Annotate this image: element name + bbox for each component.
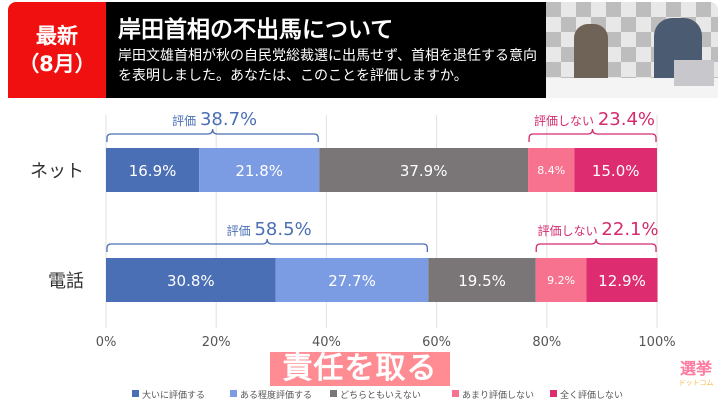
bracket (106, 128, 319, 142)
x-tick-label: 0% (96, 335, 117, 350)
legend-swatch (550, 390, 557, 397)
bar-value-label: 37.9% (400, 162, 448, 180)
legend-label: どちらともいえない (340, 390, 421, 401)
bracket (528, 128, 657, 142)
annotation-text: 評価 (172, 113, 200, 128)
page-title: 岸田首相の不出馬について (118, 17, 394, 43)
legend-swatch (230, 390, 237, 397)
bar-value-label: 9.2% (547, 274, 575, 287)
latest-badge: 最新 （8月） (8, 2, 106, 98)
x-tick-label: 80% (532, 335, 561, 350)
bracket (106, 238, 428, 252)
senkyo-logo: 選挙 ドットコム (676, 360, 716, 388)
bar-value-label: 27.7% (328, 272, 376, 290)
legend-swatch (132, 390, 139, 397)
bar-segment (106, 148, 200, 192)
bar-segment (199, 148, 320, 192)
x-tick-label: 60% (422, 335, 451, 350)
badge-line2: （8月） (18, 52, 96, 76)
bar-value-label: 16.9% (129, 162, 177, 180)
question-text: 岸田文雄首相が秋の自民党総裁選に出馬せず、首相を退任する意向を表明しました。あな… (118, 48, 538, 84)
bracket (535, 238, 657, 252)
title-box: 岸田首相の不出馬について 岸田文雄首相が秋の自民党総裁選に出馬せず、首相を退任す… (106, 2, 546, 98)
bar-value-label: 21.8% (235, 162, 283, 180)
annotation-text: 評価 (227, 223, 255, 238)
bar-segment (574, 148, 657, 192)
annotation-value: 38.7% (200, 109, 257, 130)
bar-value-label: 19.5% (458, 272, 506, 290)
laptop-icon (674, 60, 714, 86)
legend-swatch (452, 390, 459, 397)
legend-label: あまり評価しない (462, 389, 534, 401)
caption-overlay: 責任を取る (270, 352, 450, 386)
annotation-value: 22.1% (601, 219, 658, 240)
bar-value-label: 15.0% (592, 162, 640, 180)
annotation-text: 評価しない (538, 223, 602, 238)
legend-swatch (330, 390, 337, 397)
bar-segment (106, 258, 276, 302)
logo-sub: ドットコム (678, 379, 714, 387)
category-label: 電話 (48, 271, 84, 292)
annotation-label: 評価 58.5% (227, 219, 312, 240)
annotation-value: 23.4% (598, 109, 655, 130)
bar-value-label: 12.9% (598, 272, 646, 290)
annotation-label: 評価 38.7% (172, 109, 257, 130)
x-tick-label: 40% (312, 335, 341, 350)
x-tick-label: 100% (638, 335, 675, 350)
category-label: ネット (30, 161, 84, 182)
bar-segment (275, 258, 429, 302)
annotation-text: 評価しない (534, 113, 598, 128)
legend-label: 全く評価しない (560, 389, 623, 401)
legend-label: ある程度評価する (240, 389, 312, 401)
bar-segment (586, 258, 658, 302)
bar-value-label: 30.8% (167, 272, 215, 290)
annotation-label: 評価しない 23.4% (534, 109, 655, 130)
presenter-left (574, 24, 608, 84)
video-feed (546, 2, 718, 98)
bar-segment (319, 148, 529, 192)
header: 最新 （8月） 岸田首相の不出馬について 岸田文雄首相が秋の自民党総裁選に出馬せ… (8, 2, 718, 98)
annotation-label: 評価しない 22.1% (538, 219, 659, 240)
bar-segment (428, 258, 536, 302)
logo-main: 選挙 (679, 359, 712, 378)
bar-segment (535, 258, 587, 302)
legend-label: 大いに評価する (142, 389, 205, 401)
bar-value-label: 8.4% (537, 164, 565, 177)
annotation-value: 58.5% (254, 219, 311, 240)
bar-segment (528, 148, 575, 192)
badge-line1: 最新 (36, 24, 78, 48)
x-tick-label: 20% (202, 335, 231, 350)
